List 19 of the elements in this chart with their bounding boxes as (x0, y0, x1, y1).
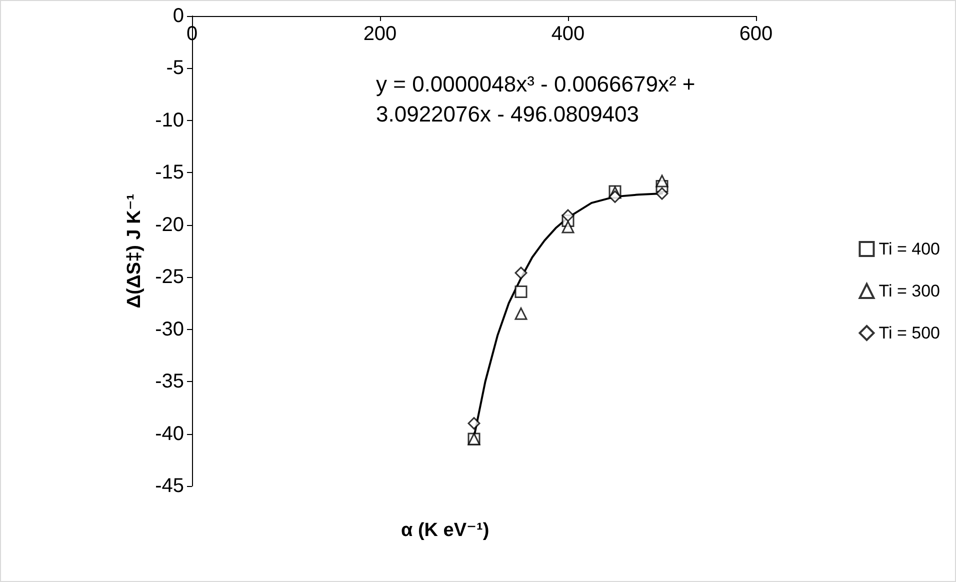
y-tick-label: -45 (155, 475, 184, 497)
legend-label: Ti = 400 (878, 240, 940, 258)
y-tick-label: -5 (166, 57, 184, 80)
y-tick-label: -35 (155, 370, 184, 393)
y-tick-label: -10 (155, 109, 184, 132)
x-tick-label: 200 (363, 23, 397, 45)
x-tick-label: 400 (551, 23, 585, 45)
y-axis-title: Δ(ΔS‡) J K⁻¹ (124, 194, 145, 308)
legend-label: Ti = 300 (878, 282, 940, 300)
y-tick-label: -40 (155, 422, 184, 445)
x-tick-label: 600 (739, 23, 773, 45)
y-tick-label: 0 (172, 5, 184, 27)
y-tick-label: -15 (155, 162, 184, 184)
y-tick-label: -20 (155, 214, 184, 236)
legend-label: Ti = 500 (878, 324, 940, 342)
x-axis-title: α (K eV⁻¹) (401, 520, 490, 541)
y-tick-label: -25 (155, 266, 184, 288)
annotation: y = 0.0000048x³ - 0.0066679x² + 3.0922076x - 496.0809403 (376, 72, 702, 126)
y-tick-label: -30 (155, 318, 184, 340)
